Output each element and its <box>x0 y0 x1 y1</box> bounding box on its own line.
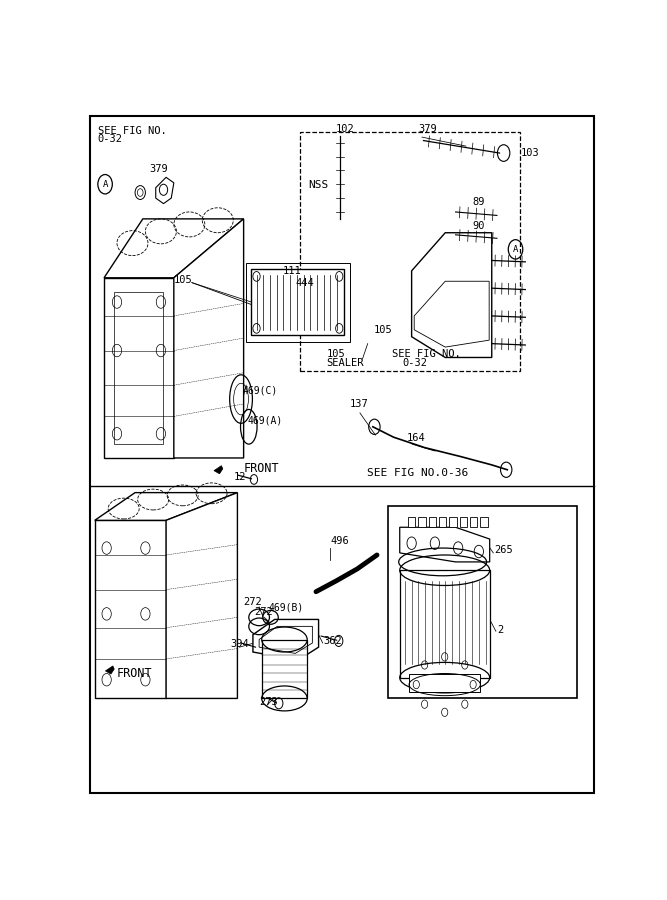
Polygon shape <box>166 492 237 698</box>
Text: 12: 12 <box>234 472 246 482</box>
Text: A: A <box>103 180 108 189</box>
Text: 111: 111 <box>283 266 301 275</box>
Text: 105: 105 <box>174 274 193 284</box>
Text: SEALER: SEALER <box>326 358 364 368</box>
Polygon shape <box>400 527 490 562</box>
Text: 90: 90 <box>473 221 485 231</box>
Text: SEE FIG NO.: SEE FIG NO. <box>98 126 167 136</box>
Text: FRONT: FRONT <box>243 463 279 475</box>
Bar <box>408 517 416 527</box>
Text: A: A <box>513 245 518 254</box>
Bar <box>251 269 344 336</box>
Text: 444: 444 <box>295 278 314 288</box>
Text: 137: 137 <box>350 400 368 410</box>
Text: 469(C): 469(C) <box>243 385 278 396</box>
Polygon shape <box>104 219 243 278</box>
Text: 0-32: 0-32 <box>98 134 123 144</box>
Text: NSS: NSS <box>308 180 328 190</box>
Bar <box>261 640 307 698</box>
Polygon shape <box>104 278 174 458</box>
Bar <box>439 517 446 527</box>
Polygon shape <box>95 520 166 698</box>
Text: 394: 394 <box>231 638 249 649</box>
Text: 272: 272 <box>243 597 262 607</box>
Bar <box>388 506 577 698</box>
Text: 105: 105 <box>326 349 345 359</box>
Bar <box>409 674 480 691</box>
Bar <box>480 517 488 527</box>
Text: 273: 273 <box>259 697 278 706</box>
Text: 272: 272 <box>254 608 273 617</box>
Text: 469(B): 469(B) <box>268 602 303 613</box>
Polygon shape <box>253 619 319 661</box>
Bar <box>400 571 490 678</box>
Text: 102: 102 <box>336 123 354 133</box>
Bar <box>450 517 457 527</box>
Polygon shape <box>174 219 243 458</box>
Text: 2: 2 <box>497 625 503 634</box>
Bar <box>418 517 426 527</box>
Text: 362: 362 <box>323 635 342 646</box>
Text: 89: 89 <box>473 197 485 207</box>
Text: 105: 105 <box>374 325 393 336</box>
Bar <box>470 517 478 527</box>
Text: 265: 265 <box>494 545 513 555</box>
Text: 103: 103 <box>521 148 540 157</box>
Text: FRONT: FRONT <box>117 667 153 680</box>
Polygon shape <box>95 492 237 520</box>
Text: 379: 379 <box>149 164 168 174</box>
Text: SEE FIG NO.: SEE FIG NO. <box>392 349 462 359</box>
Polygon shape <box>412 233 492 357</box>
Text: 469(A): 469(A) <box>247 416 283 426</box>
Bar <box>246 263 350 342</box>
Polygon shape <box>214 465 223 473</box>
Text: 164: 164 <box>407 433 426 443</box>
Text: SEE FIG NO.0-36: SEE FIG NO.0-36 <box>367 468 468 478</box>
Bar <box>460 517 467 527</box>
Text: 496: 496 <box>330 536 350 546</box>
Polygon shape <box>105 666 114 674</box>
Bar <box>301 132 520 372</box>
Text: 379: 379 <box>418 123 437 133</box>
Bar <box>429 517 436 527</box>
Text: 0-32: 0-32 <box>403 358 428 368</box>
Bar <box>115 292 163 444</box>
